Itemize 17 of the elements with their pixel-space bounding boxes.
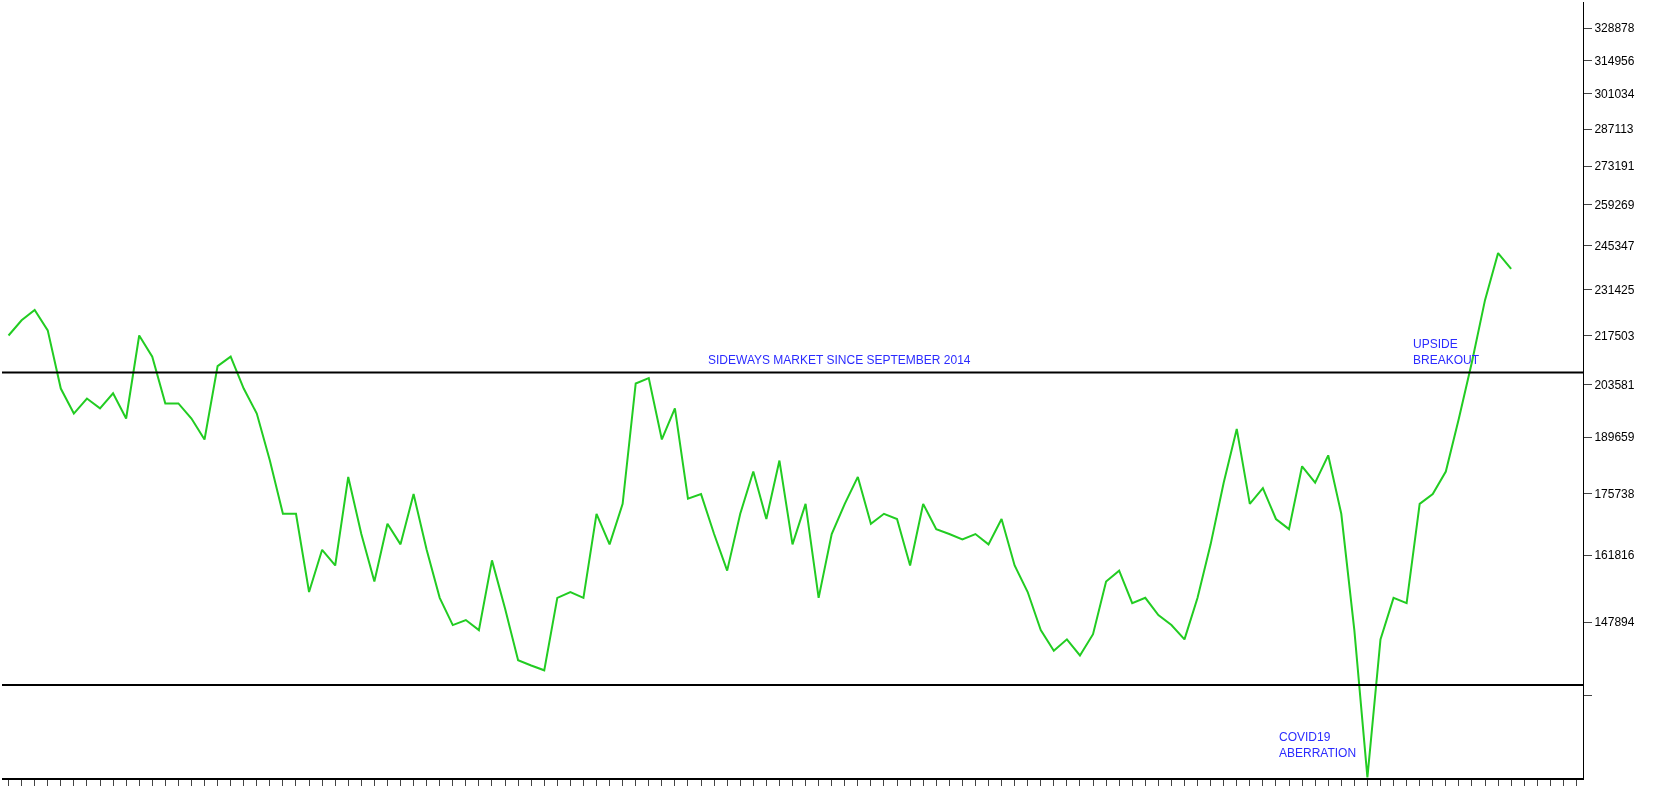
y-tick-label: 189659 xyxy=(1594,430,1635,445)
y-tick-label: 217503 xyxy=(1594,328,1635,343)
y-tick-label: 287113 xyxy=(1594,122,1634,137)
y-tick-label: 161816 xyxy=(1594,548,1635,563)
y-tick-label: 175738 xyxy=(1594,487,1635,502)
y-tick-label: 259269 xyxy=(1594,198,1635,213)
y-tick-label: 147894 xyxy=(1594,615,1635,630)
line-series xyxy=(7,252,1513,778)
annotation: SIDEWAYS MARKET SINCE SEPTEMBER 2014 xyxy=(708,353,971,367)
y-tick-label: 301034 xyxy=(1594,87,1635,102)
y-tick-label: 231425 xyxy=(1594,282,1635,297)
y-tick-label: 273191 xyxy=(1594,159,1635,174)
y-tick-label: 245347 xyxy=(1594,239,1635,254)
y-tick-label: 203581 xyxy=(1594,377,1635,392)
annotation: COVID19 ABERRATION xyxy=(1279,730,1357,760)
y-tick-label: 328878 xyxy=(1594,21,1635,36)
y-tick-label: 314956 xyxy=(1594,53,1635,68)
